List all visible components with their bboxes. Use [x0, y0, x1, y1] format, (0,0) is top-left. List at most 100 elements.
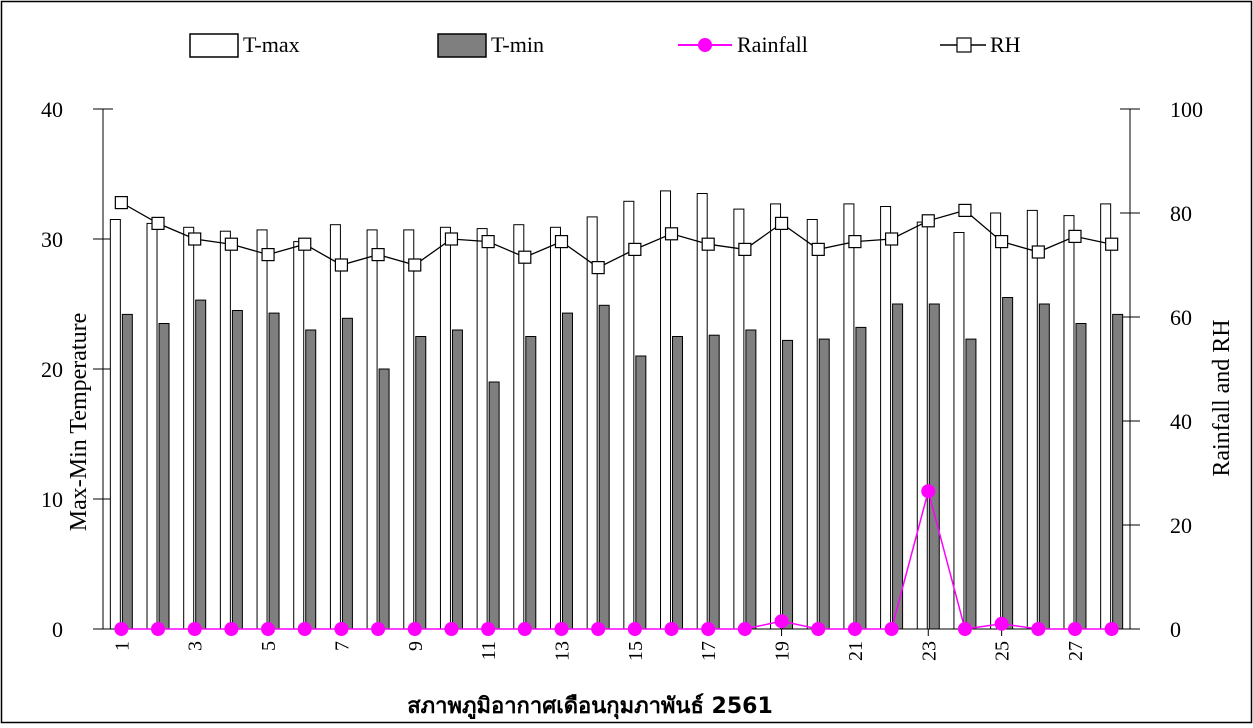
- rainfall-point: [224, 622, 239, 636]
- x-tick-label: 9: [405, 641, 427, 651]
- y-axis-left-title: Max-Min Temperature: [66, 313, 92, 531]
- tmin-bar: [1075, 323, 1087, 630]
- tmin-bar: [928, 303, 940, 630]
- legend-rh-marker: [956, 37, 972, 53]
- rh-point: [554, 235, 569, 249]
- legend: T-max T-min Rainfall RH: [189, 32, 1021, 58]
- x-tick-label: 19: [772, 641, 794, 661]
- y-axis-right-title: Rainfall and RH: [1209, 319, 1235, 476]
- rh-point: [114, 196, 128, 210]
- tmax-bar: [109, 219, 121, 630]
- rh-point: [481, 235, 495, 249]
- rainfall-point: [774, 614, 789, 629]
- x-tick-label: 13: [551, 641, 573, 661]
- tmin-bar: [158, 323, 170, 630]
- rainfall-point: [371, 622, 386, 636]
- x-tick-label: 5: [258, 641, 280, 651]
- tmax-bar: [586, 216, 598, 630]
- tmin-bar: [488, 381, 500, 630]
- tmin-bar: [708, 334, 720, 630]
- y-left-tick-label: 30: [41, 227, 63, 252]
- rh-point: [224, 237, 238, 251]
- tmax-bar: [219, 230, 231, 630]
- x-tick-label: 27: [1065, 641, 1087, 661]
- tmin-bar: [1038, 303, 1050, 630]
- rainfall-point: [481, 622, 496, 636]
- x-axis-title: สภาพภูมิอากาศเดือนกุมภาพันธ์ 2561: [407, 693, 773, 720]
- tmax-bar: [990, 212, 1002, 630]
- tmax-bar: [476, 228, 488, 630]
- rainfall-point: [701, 622, 716, 636]
- tmin-bar: [745, 329, 757, 630]
- rainfall-line: [121, 488, 1112, 630]
- rh-point: [811, 242, 825, 256]
- rainfall-point: [1031, 622, 1046, 636]
- y-right-tick-label: 0: [1170, 617, 1181, 642]
- tmin-bar: [231, 310, 243, 630]
- rainfall-point: [554, 622, 569, 636]
- tmin-bar: [855, 326, 867, 630]
- rh-point: [995, 235, 1009, 249]
- x-tick-label: 21: [845, 641, 867, 661]
- tmin-bar: [965, 338, 977, 630]
- x-tick-label: 25: [992, 641, 1014, 661]
- rainfall-point: [884, 622, 899, 636]
- tmax-bar: [953, 232, 965, 630]
- tmax-bar: [256, 229, 268, 630]
- rainfall-point: [517, 622, 532, 636]
- tmax-bar: [329, 224, 341, 630]
- rh-point: [848, 235, 862, 249]
- rh-point: [518, 250, 532, 264]
- tmin-bar: [561, 312, 573, 630]
- tmin-bar: [525, 336, 537, 630]
- tmax-bar: [366, 229, 378, 630]
- tmax-bar: [403, 229, 415, 630]
- tmax-bar: [770, 203, 782, 630]
- legend-rainfall-marker: [698, 38, 712, 52]
- rainfall-point: [407, 622, 422, 636]
- rh-point: [298, 237, 312, 251]
- x-tick-label: 17: [698, 641, 720, 661]
- rainfall-point: [921, 484, 936, 499]
- y-left-tick-label: 20: [41, 357, 63, 382]
- tmin-bar: [415, 336, 427, 630]
- tmin-bar: [1002, 297, 1014, 630]
- legend-tmin-label: T-min: [491, 32, 544, 57]
- y-left-tick-label: 10: [41, 487, 63, 512]
- rainfall-point: [1067, 622, 1082, 636]
- tmin-bar: [268, 312, 280, 630]
- y-right-tick-label: 20: [1170, 513, 1192, 538]
- tmin-bar: [598, 304, 610, 630]
- rh-point: [774, 216, 789, 230]
- rainfall-point: [627, 622, 642, 636]
- rainfall-point: [114, 622, 129, 636]
- rainfall-point: [957, 622, 972, 636]
- rh-point: [921, 214, 935, 228]
- tmax-bar: [183, 226, 195, 630]
- rh-point: [261, 248, 275, 262]
- tmax-bar: [513, 224, 525, 630]
- legend-tmax-label: T-max: [243, 32, 300, 57]
- tmin-bar: [672, 336, 684, 630]
- tmax-bar: [843, 203, 855, 630]
- rainfall-point: [334, 622, 349, 636]
- rainfall-point: [297, 622, 312, 636]
- rh-line: [121, 202, 1112, 269]
- rh-point: [1068, 229, 1082, 243]
- tmax-bar: [549, 226, 561, 630]
- rh-point: [188, 232, 202, 246]
- rh-point: [1031, 245, 1045, 259]
- rh-point: [334, 258, 349, 272]
- lines: [114, 196, 1119, 636]
- rainfall-point: [261, 622, 276, 636]
- rainfall-point: [664, 622, 679, 636]
- y-right-tick-label: 60: [1170, 305, 1192, 330]
- rh-point: [628, 242, 642, 256]
- legend-tmax-swatch: [189, 33, 239, 58]
- rh-point: [1105, 237, 1119, 251]
- rh-point: [371, 248, 385, 262]
- y-right-tick-label: 100: [1170, 97, 1203, 122]
- tmin-bar: [782, 339, 794, 630]
